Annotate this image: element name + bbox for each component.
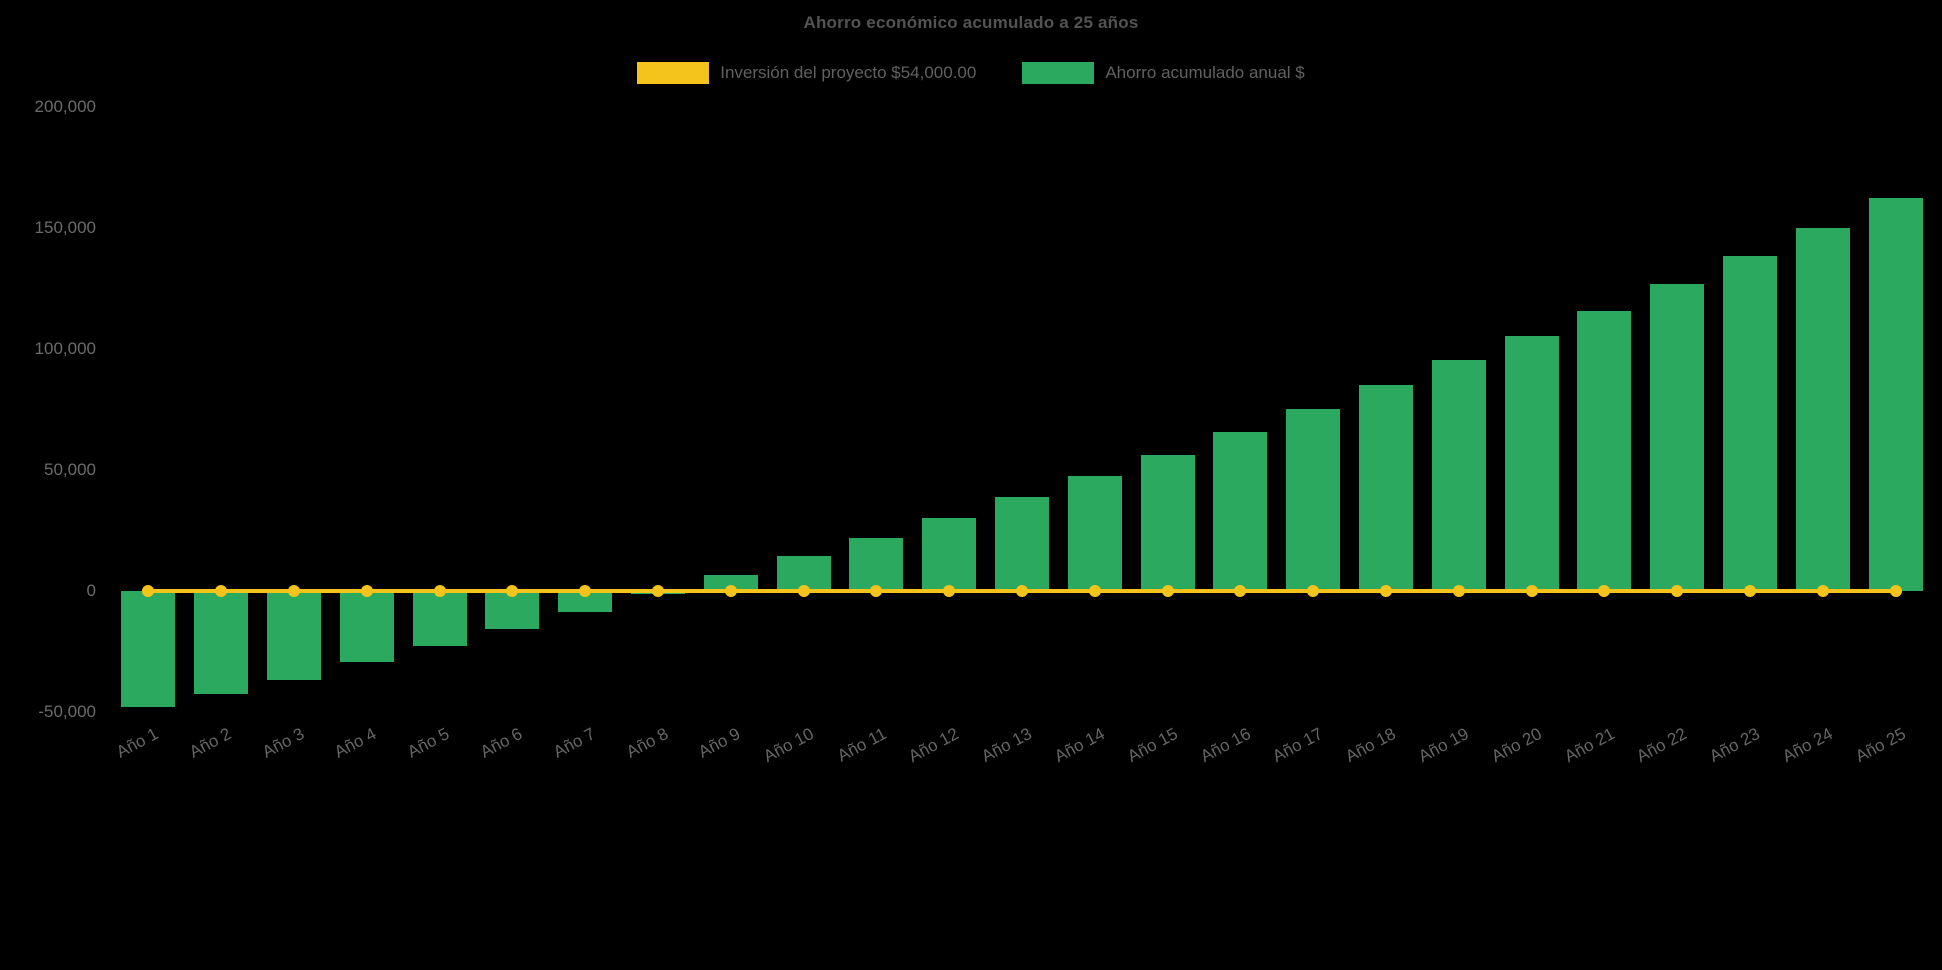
investment-point	[1307, 585, 1320, 597]
bar-año-5	[412, 591, 467, 646]
x-tick-label: Año 9	[695, 724, 744, 762]
chart-title: Ahorro económico acumulado a 25 años	[803, 13, 1139, 32]
x-tick-label: Año 3	[258, 724, 307, 762]
investment-point	[1088, 585, 1101, 597]
x-tick-label: Año 25	[1852, 724, 1909, 767]
investment-point	[652, 585, 664, 597]
bar-año-20	[1504, 336, 1559, 591]
investment-point	[1889, 585, 1902, 597]
x-tick-label: Año 24	[1779, 724, 1836, 767]
bar-año-3	[267, 591, 321, 680]
bar-año-23	[1723, 255, 1777, 591]
x-tick-label: Año 22	[1633, 724, 1691, 767]
bar-año-7	[558, 591, 613, 613]
investment-point	[1525, 585, 1538, 597]
investment-point	[142, 585, 155, 597]
savings-swatch-icon	[1022, 62, 1095, 84]
y-tick-label: -50,000	[38, 702, 96, 721]
bar-año-14	[1067, 475, 1122, 591]
investment-point	[870, 585, 883, 597]
investment-point	[1161, 585, 1174, 597]
x-tick-label: Año 5	[404, 724, 453, 762]
x-tick-label: Año 7	[549, 724, 599, 762]
legend-label-savings: Ahorro acumulado anual $	[1105, 63, 1305, 82]
x-tick-label: Año 10	[760, 724, 817, 767]
bar-año-17	[1286, 409, 1341, 591]
x-tick-label: Año 20	[1488, 724, 1545, 767]
investment-swatch-icon	[637, 62, 710, 84]
x-tick-label: Año 21	[1560, 724, 1618, 767]
investment-point	[1598, 585, 1611, 597]
investment-point	[433, 585, 446, 597]
x-tick-label: Año 12	[905, 724, 963, 767]
x-tick-label: Año 16	[1196, 724, 1254, 767]
investment-point	[1380, 585, 1392, 597]
x-tick-label: Año 13	[978, 724, 1035, 767]
y-tick-label: 200,000	[34, 97, 96, 116]
investment-point	[797, 585, 810, 597]
legend-item-savings[interactable]: Ahorro acumulado anual $	[1022, 62, 1305, 84]
bar-año-18	[1359, 385, 1413, 591]
y-tick-label: 100,000	[34, 339, 96, 358]
investment-point	[579, 585, 592, 597]
x-tick-label: Año 15	[1124, 724, 1181, 767]
y-tick-label: 50,000	[44, 460, 96, 479]
bar-año-19	[1431, 360, 1486, 591]
x-tick-label: Año 6	[477, 724, 526, 762]
investment-point	[1234, 585, 1247, 597]
bar-año-16	[1213, 432, 1268, 591]
investment-point	[506, 585, 519, 597]
legend-item-investment[interactable]: Inversión del proyecto $54,000.00	[637, 62, 976, 84]
investment-point	[1671, 585, 1684, 597]
bar-año-15	[1140, 455, 1195, 591]
investment-point	[1452, 585, 1465, 597]
bar-año-9	[703, 575, 758, 591]
bar-año-24	[1795, 227, 1850, 591]
bar-año-2	[194, 591, 249, 695]
investment-point	[1744, 585, 1756, 597]
investment-point	[360, 585, 373, 597]
x-tick-label: Año 11	[833, 724, 890, 766]
bar-año-22	[1650, 283, 1705, 591]
bar-año-1	[121, 591, 176, 708]
investment-point	[943, 585, 956, 597]
x-tick-label: Año 17	[1269, 724, 1327, 767]
investment-point	[215, 585, 228, 597]
x-tick-label: Año 18	[1342, 724, 1399, 767]
legend-label-investment: Inversión del proyecto $54,000.00	[720, 63, 977, 82]
y-tick-label: 150,000	[34, 218, 96, 237]
x-tick-label: Año 23	[1706, 724, 1763, 767]
investment-point	[1816, 585, 1829, 597]
x-tick-label: Año 2	[185, 724, 235, 762]
bar-año-13	[995, 497, 1049, 591]
x-tick-label: Año 1	[113, 724, 162, 762]
bar-año-4	[339, 591, 394, 663]
x-tick-label: Año 4	[331, 724, 380, 762]
investment-point	[288, 585, 300, 597]
bar-año-21	[1577, 310, 1632, 591]
bar-año-6	[485, 591, 540, 630]
chart-legend: Inversión del proyecto $54,000.00 Ahorro…	[0, 62, 1942, 84]
investment-point	[724, 585, 737, 597]
y-tick-label: 0	[86, 581, 96, 600]
x-tick-label: Año 14	[1051, 724, 1108, 767]
x-tick-label: Año 8	[622, 724, 671, 762]
bar-año-25	[1868, 198, 1923, 591]
x-tick-label: Año 19	[1415, 724, 1472, 767]
bar-año-11	[849, 538, 904, 591]
investment-point	[1016, 585, 1028, 597]
bar-año-12	[922, 517, 977, 591]
